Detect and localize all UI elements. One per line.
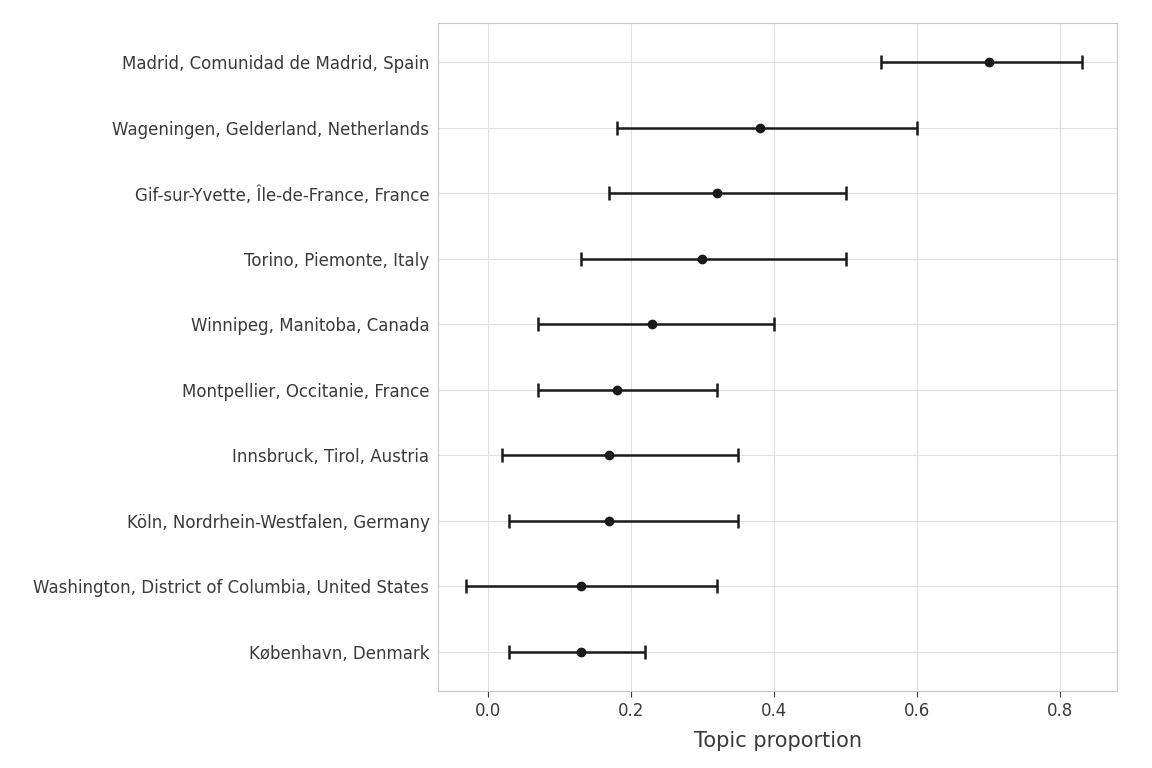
X-axis label: Topic proportion: Topic proportion [694,730,862,751]
